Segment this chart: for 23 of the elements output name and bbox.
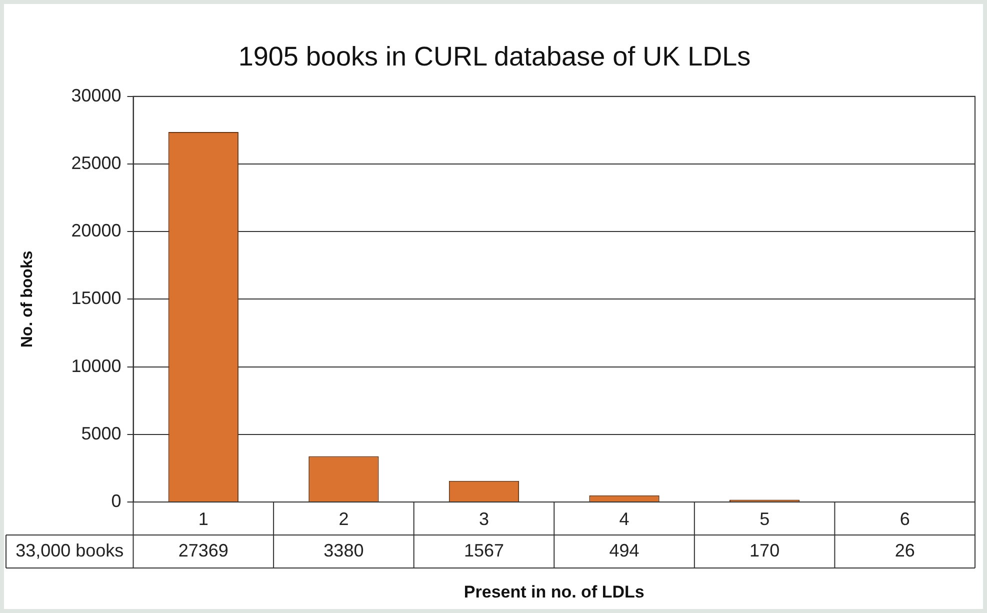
- chart-title: 1905 books in CURL database of UK LDLs: [238, 42, 751, 72]
- x-tick-label: 4: [619, 508, 630, 529]
- data-label: 170: [750, 540, 780, 560]
- x-tick-label: 6: [900, 508, 910, 529]
- data-label: 27369: [178, 540, 228, 560]
- y-tick-label: 25000: [71, 152, 122, 173]
- data-label: 494: [609, 540, 640, 560]
- y-tick-label: 10000: [71, 356, 122, 376]
- x-tick-label: 2: [338, 508, 349, 529]
- y-tick-label: 30000: [71, 85, 122, 106]
- data-label: 3380: [324, 540, 364, 560]
- y-tick-label: 0: [111, 490, 122, 511]
- x-tick-label: 3: [478, 508, 489, 529]
- text: 33,000 books: [16, 540, 124, 560]
- data-label: 1567: [464, 540, 504, 560]
- data-label: 26: [894, 540, 915, 560]
- y-tick-label: 20000: [71, 220, 122, 241]
- y-axis-title: No. of books: [19, 250, 36, 348]
- x-axis-title: Present in no. of LDLs: [464, 582, 644, 602]
- x-tick-label: 1: [198, 508, 208, 529]
- x-tick-label: 5: [760, 508, 770, 529]
- y-tick-label: 15000: [71, 288, 122, 308]
- y-tick-label: 5000: [81, 423, 122, 444]
